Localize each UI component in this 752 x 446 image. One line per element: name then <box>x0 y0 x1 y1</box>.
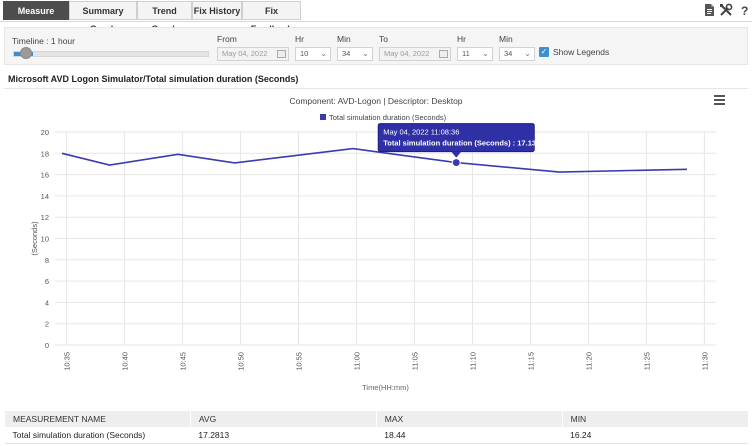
x-axis-label: Time(HH:mm) <box>362 383 409 392</box>
chevron-down-icon: ⌄ <box>482 49 489 58</box>
legend-label: Total simulation duration (Seconds) <box>329 113 447 122</box>
x-tick-label: 10:55 <box>295 352 304 371</box>
chevron-down-icon: ⌄ <box>362 49 369 58</box>
x-tick-label: 11:15 <box>526 352 535 370</box>
table-cell: 17.2813 <box>190 427 377 444</box>
from-min-label: Min <box>337 34 351 44</box>
timeline-slider-handle[interactable] <box>20 47 32 59</box>
to-hour-select[interactable]: 11 ⌄ <box>457 47 493 61</box>
tab-fix-feedback[interactable]: Fix Feedback <box>242 1 301 34</box>
y-tick-label: 8 <box>45 256 49 265</box>
y-tick-label: 0 <box>45 341 49 350</box>
from-minute-value: 34 <box>342 49 351 58</box>
table-row: Total simulation duration (Seconds) 17.2… <box>4 427 748 444</box>
svg-text:?: ? <box>741 4 748 17</box>
tooltip-value: Total simulation duration (Seconds) : 17… <box>383 139 544 148</box>
y-tick-label: 4 <box>45 298 49 307</box>
y-axis-label: (Seconds) <box>30 221 39 256</box>
x-tick-label: 10:35 <box>63 352 72 371</box>
show-legends-checkbox[interactable]: ✓ <box>539 47 549 57</box>
timeline-slider[interactable] <box>13 51 209 57</box>
y-tick-label: 14 <box>41 192 49 201</box>
legend-swatch <box>320 114 326 120</box>
chart-panel: Component: AVD-Logon | Descriptor: Deskt… <box>4 88 748 404</box>
tab-summary-graph[interactable]: Summary Graph <box>69 1 137 34</box>
from-hour-select[interactable]: 10 ⌄ <box>295 47 331 61</box>
x-tick-label: 11:00 <box>353 352 362 370</box>
x-tick-label: 10:50 <box>237 352 246 371</box>
from-date-value: May 04, 2022 <box>222 49 268 58</box>
tooltip-pointer <box>451 151 462 158</box>
timeline-label: Timeline : 1 hour <box>12 36 75 46</box>
tooltip-box <box>377 123 535 153</box>
x-tick-label: 10:45 <box>179 352 188 371</box>
y-tick-label: 10 <box>41 235 49 244</box>
x-tick-label: 11:20 <box>584 352 593 370</box>
data-point <box>451 158 461 168</box>
section-title: Microsoft AVD Logon Simulator/Total simu… <box>8 74 299 84</box>
timeline-controls: Timeline : 1 hour From May 04, 2022 Hr 1… <box>4 27 748 65</box>
y-tick-label: 2 <box>45 320 49 329</box>
from-hr-label: Hr <box>295 34 304 44</box>
to-hr-label: Hr <box>457 34 466 44</box>
document-icon[interactable] <box>702 3 716 17</box>
chart-title: Component: AVD-Logon | Descriptor: Deskt… <box>289 96 462 106</box>
x-tick-label: 11:25 <box>642 352 651 370</box>
column-header: MIN <box>561 411 748 427</box>
show-legends-label: Show Legends <box>553 47 610 57</box>
y-tick-label: 16 <box>41 171 49 180</box>
y-tick-label: 12 <box>41 213 49 222</box>
hamburger-menu-icon[interactable] <box>714 95 725 105</box>
x-tick-label: 11:05 <box>410 352 419 370</box>
x-tick-label: 10:40 <box>121 352 130 371</box>
tools-icon[interactable] <box>719 3 733 17</box>
from-date-field[interactable]: May 04, 2022 <box>217 47 289 61</box>
y-tick-label: 20 <box>41 128 49 137</box>
column-header: MEASUREMENT NAME <box>4 411 191 427</box>
to-date-field[interactable]: May 04, 2022 <box>379 47 451 61</box>
table-header-row: MEASUREMENT NAME AVG MAX MIN <box>4 411 748 427</box>
table-cell: Total simulation duration (Seconds) <box>4 427 191 444</box>
series-line <box>61 147 688 173</box>
to-minute-select[interactable]: 34 ⌄ <box>499 47 535 61</box>
chevron-down-icon: ⌄ <box>524 49 531 58</box>
from-hour-value: 10 <box>300 49 309 58</box>
tooltip-timestamp: May 04, 2022 11:08:36 <box>383 128 459 137</box>
to-hour-value: 11 <box>462 49 470 58</box>
x-tick-label: 11:10 <box>468 352 477 370</box>
tab-measure-graph[interactable]: Measure Graph <box>3 1 69 34</box>
tab-bar: Measure Graph Summary Graph Trend Graph … <box>0 0 752 34</box>
from-label: From <box>217 34 237 44</box>
column-header: AVG <box>189 411 377 427</box>
table-cell: 16.24 <box>562 427 748 444</box>
table-cell: 18.44 <box>376 427 563 444</box>
help-icon[interactable]: ? <box>737 3 751 17</box>
to-date-value: May 04, 2022 <box>384 49 430 58</box>
from-minute-select[interactable]: 34 ⌄ <box>337 47 373 61</box>
to-minute-value: 34 <box>504 49 513 58</box>
chevron-down-icon: ⌄ <box>320 49 327 58</box>
tab-trend-graph[interactable]: Trend Graph <box>137 1 192 34</box>
line-chart: Component: AVD-Logon | Descriptor: Deskt… <box>30 95 725 392</box>
calendar-icon[interactable] <box>277 50 286 58</box>
to-label: To <box>379 34 388 44</box>
y-tick-label: 18 <box>41 149 49 158</box>
column-header: MAX <box>375 411 563 427</box>
measurement-table: MEASUREMENT NAME AVG MAX MIN Total simul… <box>4 411 748 444</box>
calendar-icon[interactable] <box>439 50 448 58</box>
y-tick-label: 6 <box>45 277 49 286</box>
to-min-label: Min <box>499 34 513 44</box>
tab-fix-history[interactable]: Fix History <box>192 1 242 20</box>
x-tick-label: 11:30 <box>700 352 709 370</box>
